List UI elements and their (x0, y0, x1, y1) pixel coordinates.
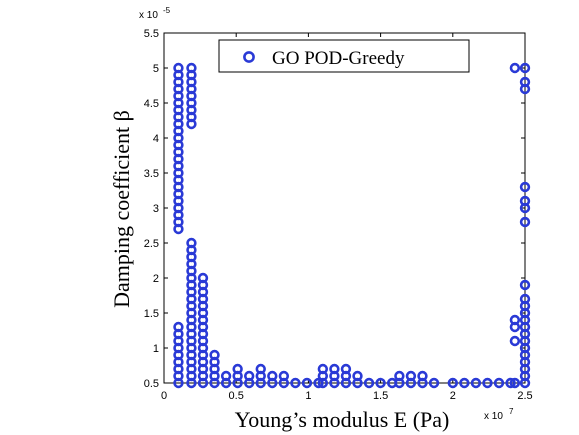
y-tick-label: 1 (153, 343, 159, 355)
data-point (186, 118, 197, 130)
data-point (394, 377, 405, 389)
data-point (417, 377, 428, 389)
data-point (220, 377, 232, 389)
x-axis-label: Young’s modulus E (Pa) (235, 407, 450, 432)
y-tick-label: 5 (153, 63, 159, 75)
data-point (505, 377, 516, 389)
x-exponent: x 10 7 (484, 407, 514, 422)
data-point (278, 377, 290, 389)
data-point (301, 377, 313, 389)
data-point (405, 377, 417, 389)
data-point (243, 377, 255, 389)
data-point (519, 279, 531, 291)
y-tick-label: 3.5 (144, 168, 159, 180)
x-tick-label: 2 (450, 390, 456, 402)
y-tick-label: 2.5 (144, 238, 159, 250)
data-point (519, 216, 531, 228)
data-point (173, 377, 184, 389)
y-tick-label: 1.5 (144, 308, 159, 320)
data-point (519, 202, 531, 214)
data-point (509, 335, 521, 347)
y-exponent-base: x 10 (139, 10, 158, 21)
data-point (509, 377, 521, 389)
data-point (519, 377, 531, 389)
x-tick-label: 1 (305, 390, 311, 402)
data-point (509, 321, 521, 333)
axes: 0 0.5 1 1.5 2 2.50.511.522.533.544.555.5 (144, 28, 533, 402)
x-tick-label: 0 (161, 390, 167, 402)
data-point (255, 377, 266, 389)
data-point (447, 377, 458, 389)
data-point (313, 377, 324, 389)
data-point (340, 377, 352, 389)
x-axis-title: Young’s modulus E (Pa) (235, 407, 450, 432)
data-point (290, 377, 301, 389)
data-point (459, 377, 470, 389)
data-points (173, 62, 531, 389)
y-tick-label: 4.5 (144, 98, 159, 110)
x-exponent-power: 7 (509, 407, 514, 416)
legend-marker (243, 51, 255, 63)
data-point (363, 377, 375, 389)
legend-label: GO POD-Greedy (272, 48, 405, 69)
y-tick-label: 4 (153, 133, 159, 145)
data-point (352, 377, 363, 389)
y-exponent: x 10 -5 (139, 6, 171, 21)
data-point (519, 62, 531, 74)
y-axis-label: Damping coefficient β (109, 110, 134, 308)
y-tick-label: 5.5 (144, 28, 159, 40)
data-point (470, 377, 482, 389)
data-point (482, 377, 493, 389)
data-point (209, 377, 220, 389)
y-tick-label: 2 (153, 273, 159, 285)
data-point (519, 181, 531, 193)
data-point (197, 377, 209, 389)
x-exponent-base: x 10 (484, 411, 503, 422)
data-point (519, 83, 531, 95)
x-tick-label: 2.5 (517, 390, 532, 402)
data-point (267, 377, 278, 389)
data-point (375, 377, 386, 389)
x-tick-label: 0.5 (229, 390, 244, 402)
y-tick-label: 0.5 (144, 378, 159, 390)
data-point (493, 377, 505, 389)
x-tick-label: 1.5 (373, 390, 388, 402)
data-point (509, 62, 521, 74)
y-exponent-power: -5 (163, 6, 171, 15)
y-axis-title: Damping coefficient β (109, 110, 134, 308)
data-point (317, 377, 329, 389)
legend-box (218, 39, 470, 73)
data-point (329, 377, 340, 389)
data-point (186, 377, 197, 389)
legend: GO POD-Greedy (218, 39, 470, 73)
y-tick-label: 3 (153, 203, 159, 215)
data-point (232, 377, 243, 389)
data-point (173, 223, 184, 235)
data-point (428, 377, 440, 389)
